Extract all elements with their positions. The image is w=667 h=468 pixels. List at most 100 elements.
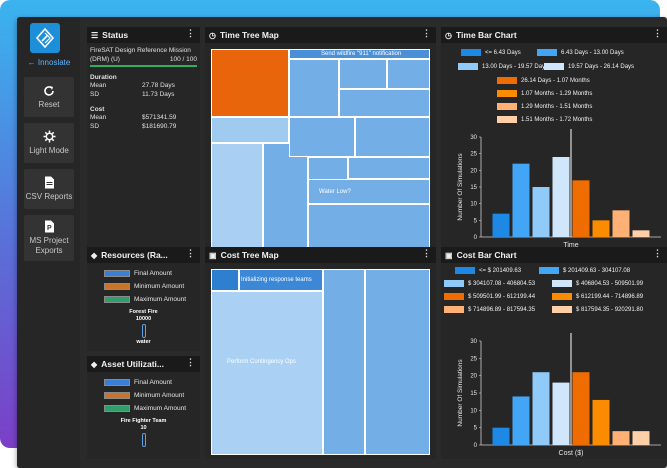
legend-item[interactable]: $ 201409.63 - 304107.08 bbox=[539, 267, 630, 274]
y-tick-label: 10 bbox=[470, 202, 477, 208]
light-mode-button[interactable]: Light Mode bbox=[24, 123, 74, 163]
legend-label: <= $ 201409.63 bbox=[479, 268, 521, 274]
y-tick-label: 5 bbox=[474, 426, 478, 432]
back-to-innoslate-link[interactable]: ← Innoslate bbox=[19, 58, 79, 67]
time-bar-chart-panel: ◷ Time Bar Chart ⋮ <= 6.43 Days 6.43 Days… bbox=[441, 27, 667, 251]
status-panel: ☰ Status ⋮ FireSAT Design Reference Miss… bbox=[87, 27, 200, 251]
legend-swatch bbox=[537, 49, 557, 56]
asset-legend: Final Amount Minimum Amount Maximum Amou… bbox=[104, 376, 186, 415]
tree-cell[interactable] bbox=[211, 269, 239, 291]
bar bbox=[593, 400, 610, 445]
legend-item[interactable]: 6.43 Days - 13.00 Days bbox=[537, 49, 624, 56]
cost-bar-chart-panel: ▣ Cost Bar Chart ⋮ <= $ 201409.63 $ 20140… bbox=[441, 247, 667, 459]
y-tick-label: 25 bbox=[470, 152, 477, 158]
list-icon: ☰ bbox=[91, 31, 98, 40]
reset-button[interactable]: Reset bbox=[24, 77, 74, 117]
asset-node-value: 10 bbox=[87, 425, 200, 432]
csv-reports-button[interactable]: CSV Reports bbox=[24, 169, 74, 209]
legend-item[interactable]: $ 817594.35 - 920291.80 bbox=[552, 306, 643, 313]
kebab-menu-icon[interactable]: ⋮ bbox=[653, 28, 662, 39]
resource-node-title: Forest Fire bbox=[87, 309, 200, 316]
gear-icon bbox=[43, 130, 56, 143]
kebab-menu-icon[interactable]: ⋮ bbox=[653, 248, 662, 259]
tree-cell[interactable] bbox=[289, 59, 339, 117]
tree-cell[interactable] bbox=[339, 89, 430, 117]
cost-bar-header: ▣ Cost Bar Chart ⋮ bbox=[441, 247, 667, 263]
refresh-icon bbox=[43, 85, 55, 97]
legend-swatch bbox=[104, 270, 130, 277]
duration-mean-label: Mean bbox=[90, 82, 142, 91]
innoslate-logo-icon[interactable] bbox=[30, 23, 60, 53]
y-tick-label: 25 bbox=[470, 356, 477, 362]
kebab-menu-icon[interactable]: ⋮ bbox=[422, 28, 431, 39]
legend-label: 13.00 Days - 19.57 Days bbox=[482, 64, 548, 70]
tree-cell[interactable] bbox=[289, 117, 355, 157]
tree-cell[interactable] bbox=[211, 291, 323, 455]
cost-heading: Cost bbox=[90, 105, 197, 114]
money-icon: ▣ bbox=[445, 251, 453, 260]
legend-label: 6.43 Days - 13.00 Days bbox=[561, 50, 624, 56]
x-axis-label: Cost ($) bbox=[559, 450, 584, 457]
kebab-menu-icon[interactable]: ⋮ bbox=[186, 28, 195, 39]
tree-cell[interactable] bbox=[387, 59, 430, 89]
progress-text: 100 / 100 bbox=[170, 56, 197, 65]
tree-cell[interactable] bbox=[211, 117, 289, 143]
legend-item[interactable]: $ 509501.99 - 612199.44 bbox=[444, 293, 535, 300]
bar bbox=[533, 187, 550, 237]
project-file-icon: P bbox=[44, 220, 55, 233]
legend-item[interactable]: $ 612199.44 - 714896.89 bbox=[552, 293, 643, 300]
kebab-menu-icon[interactable]: ⋮ bbox=[186, 357, 195, 368]
asset-node: Fire Fighter Team 10 bbox=[87, 418, 200, 448]
app-window: ← Innoslate Reset Light Mode bbox=[17, 17, 667, 468]
y-tick-label: 30 bbox=[470, 339, 477, 345]
time-bar-chart: 0 5 10 15 20 25 30 Time Number Of Simulations bbox=[441, 127, 667, 251]
y-tick-label: 30 bbox=[470, 135, 477, 141]
resource-node-value: 10000 bbox=[87, 316, 200, 323]
tree-label-contingency-ops: Perform Contingency Ops bbox=[227, 359, 296, 365]
y-tick-label: 15 bbox=[470, 185, 477, 191]
asset-utilization-panel: ◆ Asset Utilizati... ⋮ Final Amount Mini… bbox=[87, 356, 200, 459]
ms-project-exports-button[interactable]: P MS Project Exports bbox=[24, 215, 74, 261]
tree-cell[interactable] bbox=[348, 157, 430, 179]
kebab-menu-icon[interactable]: ⋮ bbox=[186, 248, 195, 259]
tree-cell[interactable] bbox=[339, 59, 387, 89]
tree-cell[interactable] bbox=[365, 269, 430, 455]
legend-item[interactable]: 1.51 Months - 1.72 Months bbox=[497, 116, 592, 123]
tree-cell[interactable] bbox=[263, 143, 308, 248]
kebab-menu-icon[interactable]: ⋮ bbox=[422, 248, 431, 259]
resources-panel: ◆ Resources (Ra... ⋮ Final Amount Minimu… bbox=[87, 247, 200, 351]
legend-label: $ 714896.89 - 817594.35 bbox=[468, 307, 535, 313]
tree-cell[interactable] bbox=[211, 143, 263, 248]
bar bbox=[593, 220, 610, 237]
tree-cell[interactable] bbox=[211, 49, 289, 117]
status-body: FireSAT Design Reference Mission (DRM) (… bbox=[90, 47, 197, 131]
legend-item[interactable]: 19.57 Days - 26.14 Days bbox=[544, 63, 634, 70]
bar bbox=[633, 230, 650, 237]
legend-item[interactable]: $ 304107.08 - 406804.53 bbox=[444, 280, 535, 287]
legend-item[interactable]: <= $ 201409.63 bbox=[455, 267, 521, 274]
tree-cell[interactable] bbox=[323, 269, 365, 455]
clock-icon: ◷ bbox=[445, 31, 452, 40]
resource-node-sub: water bbox=[87, 339, 200, 346]
legend-swatch bbox=[544, 63, 564, 70]
legend-swatch bbox=[552, 280, 572, 287]
legend-item[interactable]: 13.00 Days - 19.57 Days bbox=[458, 63, 548, 70]
y-axis-label: Number Of Simulations bbox=[457, 359, 464, 427]
legend-item[interactable]: $ 406804.53 - 509501.99 bbox=[552, 280, 643, 287]
document-icon bbox=[44, 176, 55, 189]
tree-cell[interactable] bbox=[355, 117, 430, 157]
tree-cell[interactable] bbox=[308, 204, 430, 248]
bar bbox=[493, 428, 510, 445]
duration-heading: Duration bbox=[90, 73, 197, 82]
progress-bar-fill bbox=[90, 65, 197, 67]
legend-item[interactable]: <= 6.43 Days bbox=[461, 49, 521, 56]
legend-item[interactable]: 1.07 Months - 1.29 Months bbox=[497, 90, 592, 97]
legend-item[interactable]: 26.14 Days - 1.07 Months bbox=[497, 77, 590, 84]
y-tick-label: 0 bbox=[474, 235, 478, 241]
legend-swatch bbox=[539, 267, 559, 274]
bar bbox=[513, 396, 530, 445]
legend-item[interactable]: $ 714896.89 - 817594.35 bbox=[444, 306, 535, 313]
bar bbox=[613, 431, 630, 445]
legend-item[interactable]: 1.29 Months - 1.51 Months bbox=[497, 103, 592, 110]
svg-text:P: P bbox=[47, 225, 52, 232]
